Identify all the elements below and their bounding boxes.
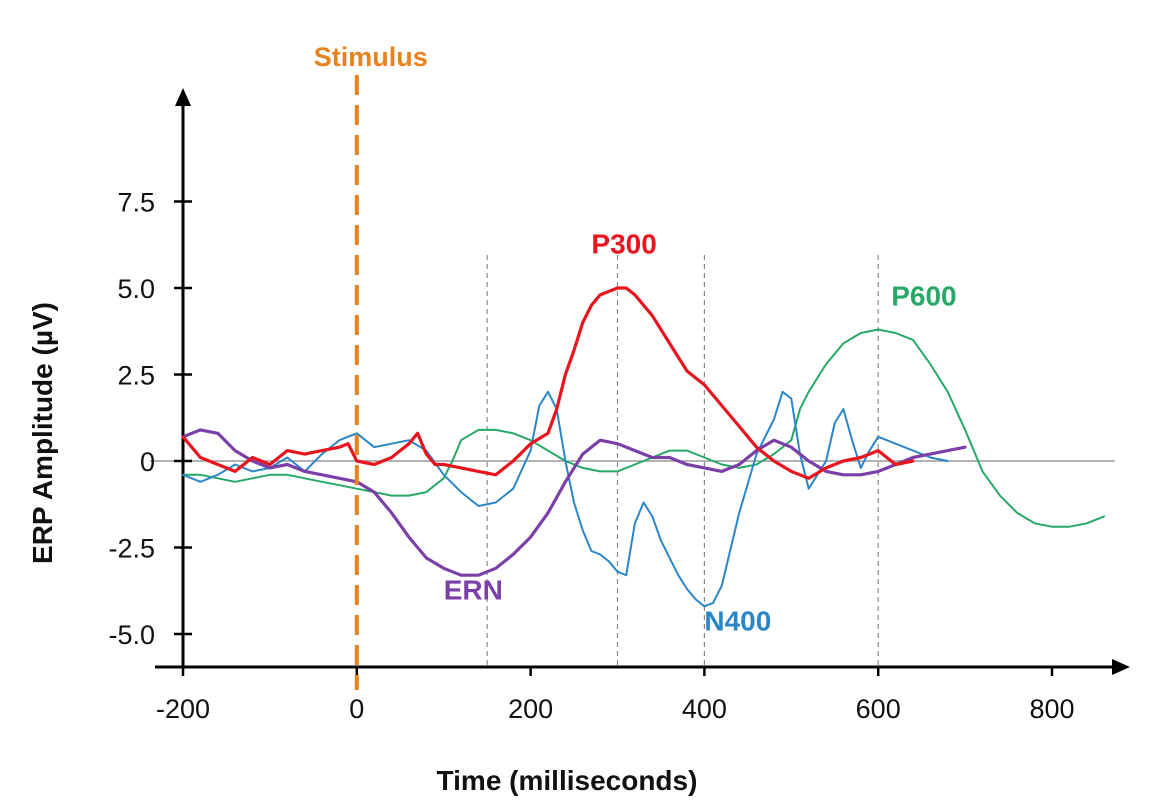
series-line-p600: [182, 328, 1106, 528]
y-tick-label: 5.0: [117, 274, 155, 304]
series-label-p600: P600: [891, 280, 956, 311]
x-tick-label: 800: [1029, 694, 1074, 724]
x-tick-label: 400: [682, 694, 727, 724]
series-line-p300: [181, 286, 915, 480]
y-ticks: 7.5 5.0 2.5 0 -2.5 -5.0: [108, 188, 192, 650]
series-label-p300: P300: [591, 228, 656, 259]
series-line-ern: [181, 428, 967, 577]
series-label-ern: ERN: [444, 574, 503, 605]
y-tick-label: 7.5: [117, 188, 155, 218]
x-axis-title: Time (milliseconds): [437, 765, 698, 796]
x-tick-label: 200: [508, 694, 553, 724]
x-ticks: -200 0 200 400 600 800: [156, 667, 1075, 724]
reference-lines: [486, 255, 879, 667]
series-lines: [181, 286, 1106, 608]
series-label-n400: N400: [704, 606, 771, 637]
x-tick-label: 0: [349, 694, 364, 724]
x-axis-arrow: [1112, 659, 1130, 675]
series-annotations: ERN P300 N400 P600: [444, 228, 957, 636]
y-tick-label: -2.5: [108, 534, 155, 564]
x-tick-label: 600: [856, 694, 901, 724]
series-line-n400: [182, 390, 949, 608]
y-axis-title: ERP Amplitude (µV): [27, 302, 58, 564]
y-tick-label: 2.5: [117, 361, 155, 391]
y-axis-arrow: [175, 88, 191, 106]
stimulus-label: Stimulus: [314, 42, 428, 72]
axes: [155, 88, 1130, 675]
y-tick-label: 0: [140, 447, 155, 477]
x-tick-label: -200: [156, 694, 210, 724]
y-tick-label: -5.0: [108, 620, 155, 650]
